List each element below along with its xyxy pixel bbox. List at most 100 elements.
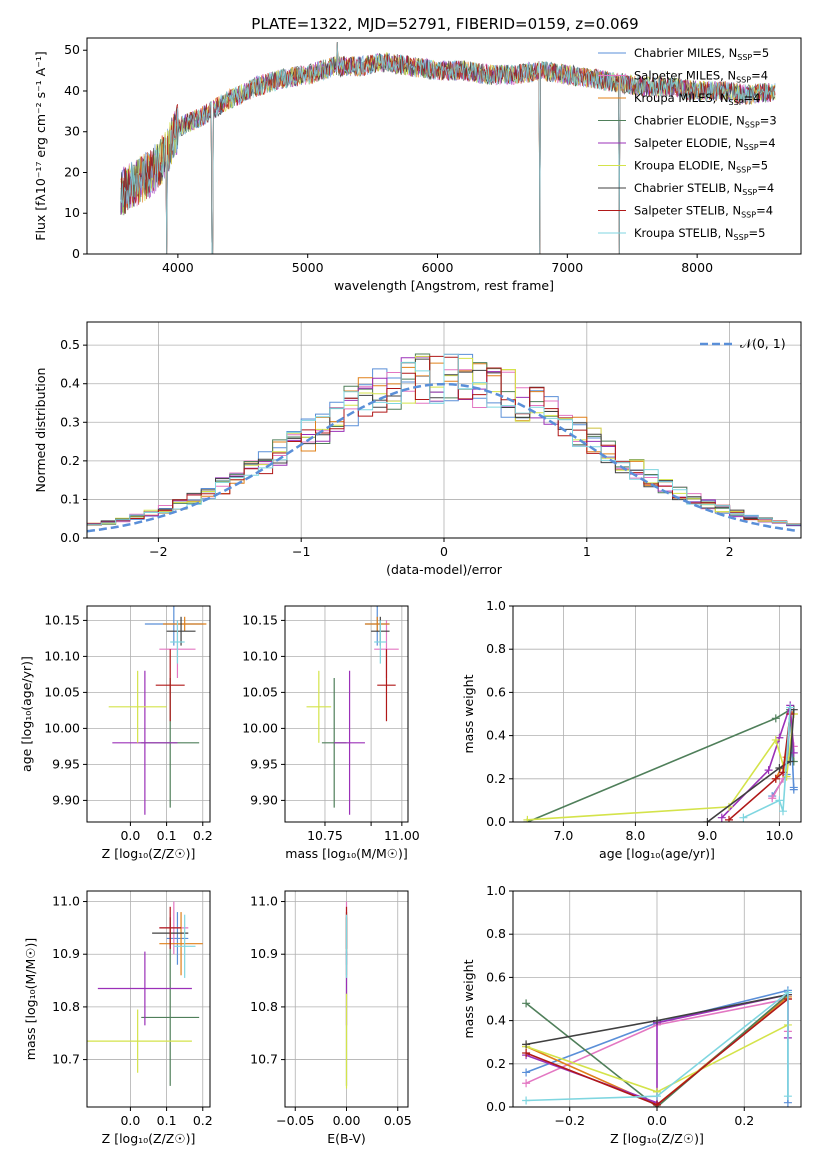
y-tick-label: 0.5 [60,337,80,352]
weight-marker [725,815,733,822]
chart-mass-vs-ebv: −0.05 0.00 0.05 10.7 10.8 10.9 11.0 E(B-V) [250,890,412,1146]
figure-title: PLATE=1322, MJD=52791, FIBERID=0159, z=0… [251,15,638,33]
weight-line [728,713,791,821]
y-tick-label: 0.0 [486,814,506,829]
y-axis-label: Flux [fλ10⁻¹⁷ erg cm⁻² s⁻¹ A⁻¹] [33,51,48,240]
x-tick-label: 0.00 [333,1113,361,1128]
chart-age-vs-Z: 0.0 0.1 0.2 9.90 9.95 10.00 10.05 10.10 10.15 Z [… [19,605,213,861]
x-axis-label: age [log₁₀(age/yr)] [599,846,715,861]
weight-marker [653,1092,661,1101]
x-tick-label: −2 [149,544,167,559]
weight-marker [783,1092,792,1101]
plot-area [87,353,801,533]
y-tick-label: 10.8 [52,999,80,1014]
y-axis-label: mass weight [461,959,476,1038]
y-tick-label: 9.90 [52,792,80,807]
x-tick-label: 1 [583,544,591,559]
plot-area [522,986,792,1107]
y-tick-label: 0.2 [486,771,506,786]
x-axis-label: E(B-V) [327,1131,366,1146]
y-tick-label: 20 [64,164,80,179]
legend-entry: Salpeter STELIB, NSSP=4 [634,204,773,220]
weight-line [527,708,795,822]
x-axis-label: Z [log₁₀(Z/Z☉)] [102,1131,196,1146]
x-tick-label: 6000 [422,260,454,275]
legend-entry: Kroupa STELIB, NSSP=5 [634,226,765,242]
y-tick-label: 40 [64,83,80,98]
spectrum-line [120,42,776,254]
y-axis-label: Normed distribution [33,368,48,493]
weight-marker [786,757,795,766]
legend-entry: Chabrier STELIB, NSSP=4 [634,181,774,197]
y-tick-label: 10.7 [250,1052,278,1067]
x-tick-label: 0.2 [193,1113,213,1128]
axes-frame [86,37,802,255]
weight-marker [522,999,531,1008]
weight-marker [775,796,784,805]
legend-entry: Kroupa ELODIE, NSSP=5 [634,159,768,175]
weight-marker [771,735,780,744]
y-tick-label: 10.05 [44,684,80,699]
legend: Chabrier MILES, NSSP=5 Salpeter MILES, NS… [598,46,777,242]
y-tick-label: 0.4 [486,728,506,743]
x-tick-label: 0 [440,544,448,559]
axes-frame [512,605,802,823]
weight-marker [522,1079,531,1088]
chart-residuals: −2 −1 0 1 2 0.0 0.1 0.2 0.3 0.4 0.5 (data-model)/er… [33,321,802,577]
weight-marker [789,783,798,792]
gaussian-curve [87,382,799,533]
y-tick-label: 9.90 [250,792,278,807]
weight-marker [739,813,748,822]
y-tick-label: 10.8 [250,999,278,1014]
weight-marker [717,813,726,822]
y-tick-label: 0.6 [486,969,506,984]
y-tick-label: 10.15 [44,612,80,627]
chart-mass-vs-Z: 0.0 0.1 0.2 10.7 10.8 10.9 11.0 Z [log₁₀(Z/Z☉)]… [23,890,213,1146]
weight-line [526,990,789,1102]
weight-marker [522,1096,531,1105]
y-tick-label: 1.0 [486,598,506,613]
x-tick-label: 0.1 [157,1113,177,1128]
spectrum-line [120,42,776,254]
y-tick-label: 0.0 [60,530,80,545]
plot-area [108,606,207,815]
x-tick-label: 0.1 [157,828,177,843]
y-tick-label: 10.00 [242,720,278,735]
x-tick-label: 8000 [681,260,713,275]
x-tick-label: −0.05 [276,1113,314,1128]
weight-marker [703,818,712,822]
x-tick-label: 0.05 [384,1113,412,1128]
weight-line [743,707,791,819]
x-tick-label: 0.0 [120,1113,140,1128]
y-tick-label: 10.15 [242,612,278,627]
y-tick-label: 11.0 [250,894,278,909]
y-tick-label: 0.3 [60,414,80,429]
spectrum-line [120,42,776,254]
y-tick-label: 11.0 [52,894,80,909]
axes-frame [284,605,409,823]
x-tick-label: 7.0 [553,828,573,843]
weight-marker [771,714,780,723]
weight-marker [783,988,792,997]
x-tick-label: 9.0 [697,828,717,843]
weight-marker [764,766,773,775]
weight-marker [522,1049,531,1057]
plot-area [523,701,798,822]
legend-entry: Salpeter ELODIE, NSSP=4 [634,136,776,152]
legend-entry: 𝒩(0, 1) [740,336,786,351]
axes-frame [86,890,211,1108]
axes-frame [86,605,211,823]
y-tick-label: 0.2 [486,1056,506,1071]
y-tick-label: 0.1 [60,491,80,506]
x-axis-label: Z [log₁₀(Z/Z☉)] [102,846,196,861]
x-tick-label: 10.75 [307,828,343,843]
weight-marker [522,1040,531,1049]
y-tick-label: 10.00 [44,720,80,735]
x-tick-label: 7000 [551,260,583,275]
chart-weight-vs-Z: −0.2 0.0 0.2 0.0 0.2 0.4 0.6 0.8 1.0 Z [log₁₀(Z/Z… [461,883,802,1146]
x-tick-label: −0.2 [555,1113,585,1128]
y-tick-label: 0.4 [60,376,80,391]
y-tick-label: 0.6 [486,684,506,699]
x-tick-label: 2 [726,544,734,559]
